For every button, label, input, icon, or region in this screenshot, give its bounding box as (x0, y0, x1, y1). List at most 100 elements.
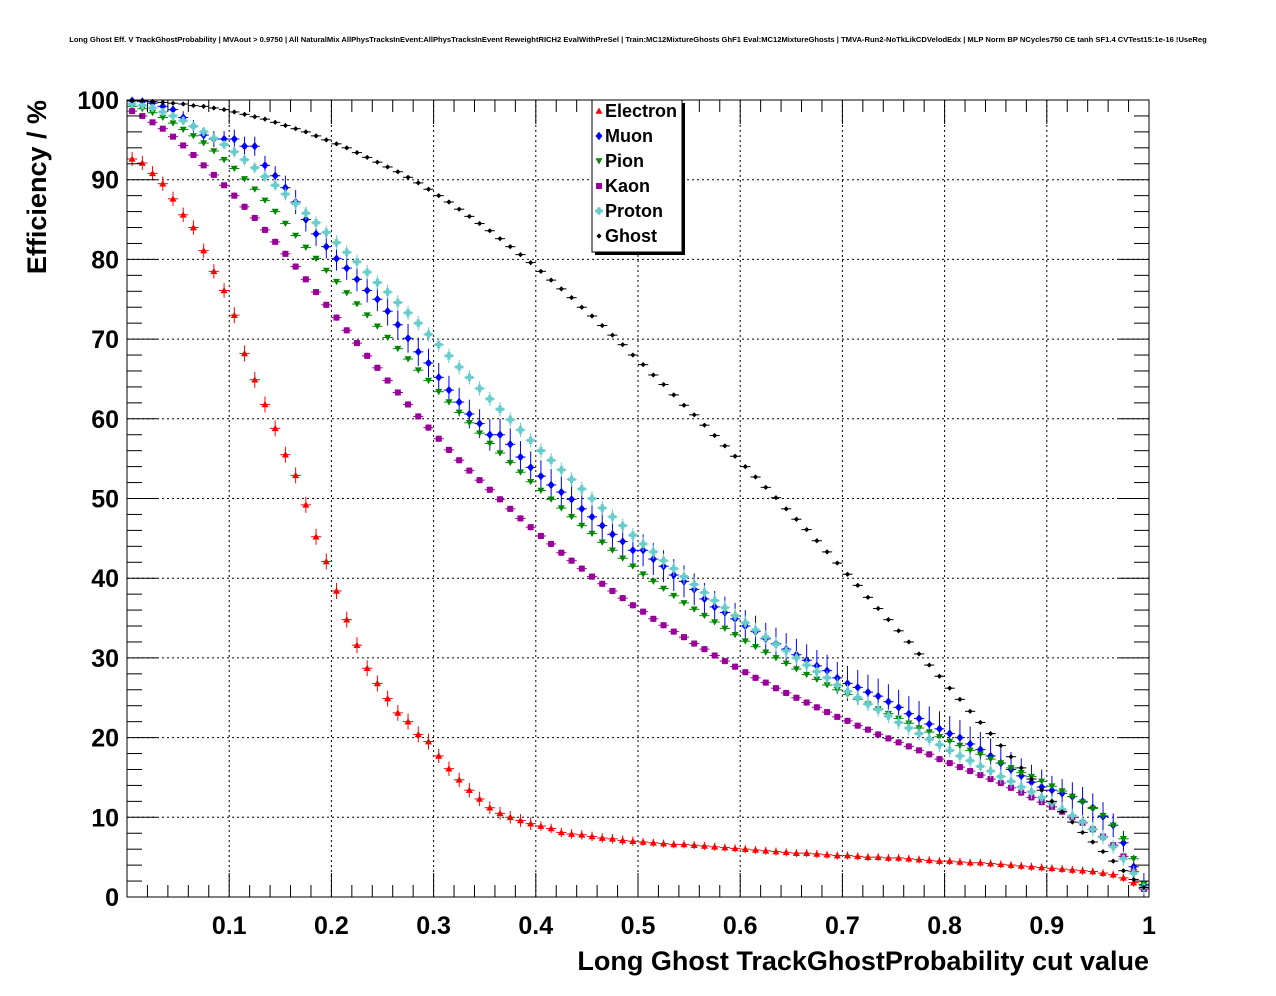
data-point (1119, 854, 1128, 863)
data-point (578, 504, 586, 514)
data-point (261, 400, 269, 408)
data-point (293, 126, 299, 132)
x-tick-label: 0.5 (621, 912, 656, 940)
data-point (179, 211, 187, 218)
data-point (670, 592, 678, 600)
data-point (843, 687, 852, 696)
data-point (211, 105, 217, 111)
data-point (394, 709, 402, 716)
data-point (598, 539, 606, 546)
data-point (322, 228, 331, 237)
data-point (476, 220, 483, 227)
data-point (313, 133, 319, 139)
data-point (588, 832, 596, 840)
data-point (588, 530, 596, 538)
data-point (1141, 884, 1147, 891)
data-point (598, 521, 606, 530)
data-point (598, 834, 606, 841)
data-point (916, 651, 922, 657)
data-point (804, 526, 810, 533)
data-point (1008, 754, 1014, 760)
data-point (1079, 799, 1087, 806)
data-point (189, 224, 197, 231)
y-tick-label: 100 (77, 87, 119, 115)
data-point (793, 694, 800, 701)
data-point (1089, 805, 1097, 813)
x-tick-label: 0.8 (927, 912, 962, 940)
data-point (169, 133, 176, 140)
data-point (506, 415, 515, 424)
data-point (987, 860, 995, 867)
data-point (199, 128, 208, 136)
data-point (802, 661, 811, 669)
data-point (384, 334, 392, 342)
data-point (639, 571, 647, 578)
data-point (691, 412, 697, 418)
data-point (271, 424, 279, 432)
data-point (128, 155, 136, 162)
data-point (465, 373, 474, 382)
data-point (496, 809, 504, 817)
data-point (1038, 864, 1046, 871)
data-point (578, 831, 586, 838)
data-point (1088, 825, 1097, 834)
data-point (936, 756, 943, 763)
data-point (292, 471, 300, 479)
data-point (374, 159, 380, 165)
data-point (138, 101, 147, 110)
data-point (404, 308, 412, 317)
data-point (803, 699, 810, 706)
data-point (394, 320, 402, 329)
data-point (1007, 765, 1015, 772)
data-point (149, 169, 157, 177)
data-point (363, 312, 371, 319)
data-point (690, 580, 699, 589)
data-point (414, 367, 422, 374)
data-point (1130, 879, 1138, 886)
data-point (792, 849, 800, 856)
data-point (741, 619, 750, 627)
data-point (957, 696, 963, 702)
data-point (200, 162, 207, 169)
data-point (497, 496, 504, 503)
data-point (935, 724, 943, 734)
data-point (1120, 868, 1127, 874)
data-point (792, 654, 801, 662)
data-point (1069, 819, 1075, 825)
data-point (354, 150, 360, 156)
data-point (803, 671, 811, 679)
data-point (548, 540, 555, 547)
data-point (690, 841, 698, 848)
data-point (200, 140, 208, 147)
data-point (956, 764, 963, 771)
legend-label: Kaon (605, 176, 650, 196)
data-point (271, 181, 279, 190)
data-point (608, 835, 616, 842)
data-point (1007, 861, 1015, 868)
data-point (159, 102, 167, 111)
data-point (732, 453, 738, 459)
data-point (252, 114, 258, 120)
legend-label: Proton (605, 201, 663, 221)
data-point (976, 745, 984, 754)
data-point (516, 816, 524, 824)
data-point (997, 860, 1005, 868)
data-point (496, 405, 504, 414)
data-point (977, 772, 984, 779)
data-point (507, 505, 514, 512)
data-point (210, 267, 218, 275)
data-point (1027, 863, 1035, 870)
data-point (578, 522, 586, 530)
data-point (629, 563, 637, 570)
data-point (701, 422, 708, 428)
data-point (588, 494, 596, 503)
data-point (987, 756, 995, 763)
data-point (895, 854, 903, 861)
data-point (1068, 793, 1076, 801)
data-point (690, 606, 698, 613)
data-point (537, 532, 544, 539)
data-point (833, 852, 841, 859)
data-point (783, 689, 790, 696)
data-point (169, 120, 177, 127)
data-point (343, 290, 351, 297)
